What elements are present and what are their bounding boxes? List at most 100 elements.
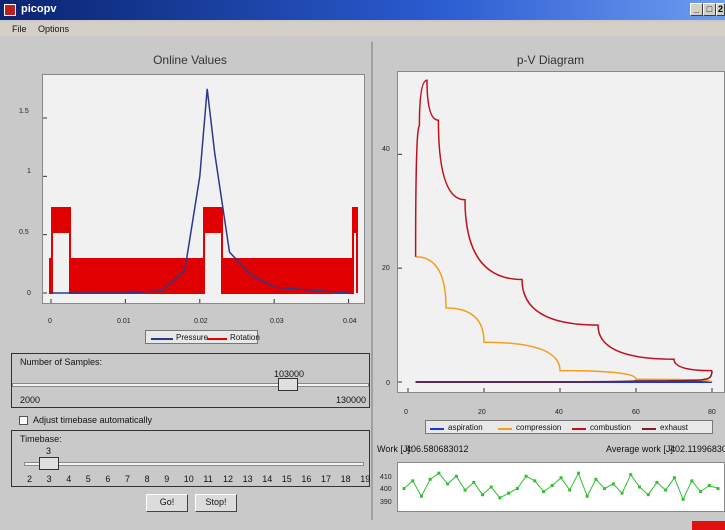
timebase-tick-label: 4 bbox=[66, 474, 72, 484]
timebase-tick-label: 12 bbox=[223, 474, 234, 484]
work-point bbox=[611, 482, 615, 486]
menu-options[interactable]: Options bbox=[38, 24, 70, 34]
samples-value: 103000 bbox=[274, 369, 305, 379]
menu-bar: File Options bbox=[0, 22, 725, 36]
pv-x-tick: 20 bbox=[478, 409, 486, 416]
work-point bbox=[498, 496, 502, 500]
rotation-gap bbox=[354, 233, 356, 295]
online-y-tick: 1 bbox=[27, 168, 31, 175]
online-legend: Pressure Rotation bbox=[145, 330, 260, 344]
rotation-pulse bbox=[51, 207, 71, 233]
samples-group: Number of Samples: 103000 2000 130000 bbox=[11, 353, 370, 408]
work-point bbox=[472, 480, 476, 484]
online-values-chart bbox=[43, 88, 358, 303]
work-point bbox=[646, 493, 650, 497]
online-values-plot bbox=[42, 74, 365, 304]
work-point bbox=[559, 476, 563, 480]
work-point bbox=[629, 473, 633, 477]
adjust-timebase-checkbox[interactable] bbox=[19, 416, 28, 425]
work-point bbox=[620, 491, 624, 495]
work-point bbox=[533, 479, 537, 483]
work-point bbox=[585, 494, 589, 498]
pv-x-tick: 60 bbox=[632, 409, 640, 416]
legend-exhaust: exhaust bbox=[660, 423, 689, 432]
online-x-tick: 0.02 bbox=[194, 318, 208, 325]
legend-compression: compression bbox=[516, 423, 562, 432]
go-button[interactable]: Go! bbox=[146, 494, 188, 512]
work-point bbox=[463, 488, 467, 492]
pv-x-tick: 0 bbox=[404, 409, 408, 416]
timebase-tick-label: 8 bbox=[144, 474, 150, 484]
menu-file[interactable]: File bbox=[12, 24, 27, 34]
legend-rotation: Rotation bbox=[230, 333, 260, 342]
exhaust-line bbox=[415, 370, 713, 383]
legend-combustion-swatch bbox=[572, 428, 586, 430]
work-point bbox=[707, 483, 711, 487]
legend-aspiration: aspiration bbox=[448, 423, 483, 432]
maximize-button[interactable]: □ bbox=[703, 3, 716, 16]
work-point bbox=[428, 477, 432, 481]
pv-y-tick: 0 bbox=[386, 380, 390, 387]
close-button[interactable]: 2 bbox=[716, 3, 725, 16]
work-point bbox=[690, 479, 694, 483]
timebase-tick-label: 14 bbox=[262, 474, 273, 484]
minimize-button[interactable]: _ bbox=[690, 3, 703, 16]
rotation-edge bbox=[51, 233, 53, 293]
timebase-label: Timebase: bbox=[20, 434, 62, 444]
work-point bbox=[664, 488, 668, 492]
samples-min: 2000 bbox=[20, 395, 41, 405]
work-point bbox=[655, 480, 659, 484]
online-x-tick: 0.01 bbox=[117, 318, 131, 325]
timebase-tick-label: 2 bbox=[27, 474, 33, 484]
pv-chart bbox=[398, 79, 713, 392]
work-y-tick: 400 bbox=[380, 486, 392, 493]
pressure-line bbox=[51, 88, 349, 294]
timebase-group: Timebase: 3 2 3 4 5 6 7 8 9 10 11 12 13 14 15 16 17 18 19 bbox=[11, 430, 370, 487]
legend-compression-swatch bbox=[498, 428, 512, 430]
work-y-tick: 410 bbox=[380, 474, 392, 481]
samples-slider-thumb[interactable] bbox=[278, 378, 299, 391]
online-y-tick: 1.5 bbox=[19, 108, 29, 115]
work-label: Work [J]: bbox=[377, 444, 413, 454]
work-point bbox=[603, 487, 607, 491]
timebase-slider-thumb[interactable] bbox=[39, 457, 59, 470]
legend-rotation-swatch bbox=[207, 338, 227, 340]
rotation-pulse bbox=[352, 207, 358, 233]
average-work-label: Average work [J]: bbox=[606, 444, 676, 454]
work-point bbox=[402, 487, 406, 491]
pv-legend: aspiration compression combustion exhaus… bbox=[425, 420, 713, 434]
panel-divider bbox=[371, 42, 373, 520]
online-values-title: Online Values bbox=[153, 53, 227, 67]
pv-y-tick: 20 bbox=[382, 265, 390, 272]
samples-slider-track[interactable] bbox=[12, 383, 369, 387]
work-point bbox=[550, 483, 554, 487]
combustion-line bbox=[414, 79, 713, 372]
work-point bbox=[699, 490, 703, 494]
average-work-value: 402.11996830 bbox=[670, 444, 725, 454]
stop-button[interactable]: Stop! bbox=[195, 494, 237, 512]
samples-label: Number of Samples: bbox=[20, 357, 103, 367]
work-point bbox=[481, 493, 484, 497]
rotation-edge bbox=[221, 233, 223, 293]
pv-diagram-title: p-V Diagram bbox=[516, 53, 585, 67]
legend-combustion: combustion bbox=[590, 423, 631, 432]
work-point bbox=[507, 491, 511, 495]
work-point bbox=[542, 490, 546, 494]
work-value: 406.580683012 bbox=[406, 444, 469, 454]
timebase-tick-label: 6 bbox=[105, 474, 111, 484]
online-y-tick: 0.5 bbox=[19, 229, 29, 236]
taskbar-indicator bbox=[692, 521, 725, 530]
legend-exhaust-swatch bbox=[642, 428, 656, 430]
timebase-tick-label: 18 bbox=[340, 474, 351, 484]
legend-pressure-swatch bbox=[151, 338, 173, 340]
rotation-pulse bbox=[203, 207, 223, 233]
pv-plot bbox=[397, 71, 725, 393]
adjust-timebase-label: Adjust timebase automatically bbox=[33, 415, 153, 425]
timebase-tick-label: 15 bbox=[281, 474, 292, 484]
timebase-tick-label: 10 bbox=[183, 474, 194, 484]
timebase-slider-track[interactable] bbox=[24, 462, 364, 466]
pv-x-tick: 40 bbox=[555, 409, 563, 416]
timebase-tick-label: 13 bbox=[242, 474, 253, 484]
rotation-edge bbox=[203, 233, 205, 293]
legend-pressure: Pressure bbox=[176, 333, 209, 342]
